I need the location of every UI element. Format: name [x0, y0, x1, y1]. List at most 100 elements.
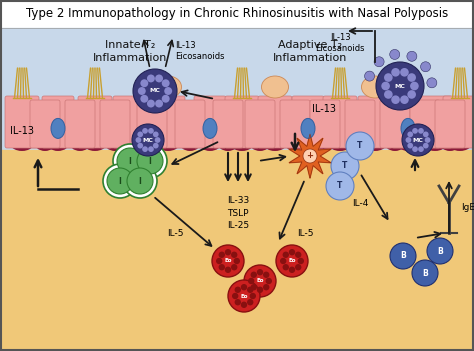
FancyBboxPatch shape — [65, 100, 95, 148]
Bar — [0, 0, 474, 28]
Circle shape — [133, 69, 177, 113]
Ellipse shape — [117, 133, 143, 151]
Circle shape — [228, 280, 260, 312]
FancyBboxPatch shape — [258, 96, 292, 148]
Text: B: B — [400, 252, 406, 260]
Circle shape — [406, 137, 411, 143]
FancyBboxPatch shape — [418, 96, 452, 148]
Ellipse shape — [439, 133, 461, 151]
Circle shape — [423, 143, 428, 148]
Circle shape — [257, 269, 263, 276]
Circle shape — [400, 95, 409, 104]
Ellipse shape — [179, 133, 201, 151]
Circle shape — [407, 51, 417, 61]
Circle shape — [133, 144, 167, 178]
FancyBboxPatch shape — [410, 100, 440, 148]
Text: I: I — [118, 177, 121, 185]
Circle shape — [283, 264, 289, 270]
Circle shape — [407, 90, 416, 99]
Circle shape — [384, 90, 392, 99]
Ellipse shape — [82, 133, 108, 151]
Ellipse shape — [362, 76, 389, 98]
FancyBboxPatch shape — [137, 100, 167, 148]
Text: IL-13
Eicosanoids: IL-13 Eicosanoids — [175, 41, 225, 61]
Circle shape — [265, 278, 272, 284]
Circle shape — [137, 148, 163, 174]
Ellipse shape — [217, 133, 239, 151]
Circle shape — [381, 82, 390, 90]
FancyBboxPatch shape — [435, 100, 465, 148]
Text: Inflammation: Inflammation — [273, 53, 347, 63]
Circle shape — [219, 264, 225, 270]
Circle shape — [410, 82, 419, 90]
Text: IL-5: IL-5 — [297, 229, 313, 238]
Ellipse shape — [104, 133, 126, 151]
Ellipse shape — [262, 133, 288, 151]
Circle shape — [164, 87, 172, 95]
Ellipse shape — [9, 133, 35, 151]
Text: IL-13: IL-13 — [312, 104, 336, 114]
Text: IgE: IgE — [461, 204, 474, 212]
Ellipse shape — [301, 118, 315, 138]
Circle shape — [390, 243, 416, 269]
Ellipse shape — [401, 118, 415, 138]
Circle shape — [153, 132, 159, 137]
Circle shape — [212, 245, 244, 277]
Circle shape — [142, 128, 148, 134]
Text: MC: MC — [150, 88, 160, 93]
Circle shape — [283, 252, 289, 258]
Circle shape — [127, 168, 153, 194]
Circle shape — [402, 124, 434, 156]
Circle shape — [384, 73, 392, 82]
Text: Eo: Eo — [288, 258, 296, 264]
Circle shape — [137, 132, 143, 137]
Text: IL-13: IL-13 — [10, 126, 34, 136]
Text: IL-13
Eicosanoids: IL-13 Eicosanoids — [315, 33, 365, 53]
Ellipse shape — [396, 133, 420, 151]
Circle shape — [219, 252, 225, 258]
Circle shape — [247, 299, 254, 305]
Text: MC: MC — [412, 138, 423, 143]
Circle shape — [276, 245, 308, 277]
Circle shape — [251, 272, 257, 278]
Circle shape — [407, 132, 413, 137]
Circle shape — [400, 68, 409, 77]
Circle shape — [136, 137, 141, 143]
Text: Type 2 Immunopathology in Chronic Rhinosinusitis with Nasal Polyposis: Type 2 Immunopathology in Chronic Rhinos… — [26, 7, 448, 20]
Circle shape — [263, 284, 269, 290]
Circle shape — [280, 258, 286, 264]
Circle shape — [107, 168, 133, 194]
FancyBboxPatch shape — [292, 96, 324, 148]
Circle shape — [420, 62, 430, 72]
Text: IL-4: IL-4 — [352, 199, 368, 207]
Circle shape — [289, 267, 295, 273]
Circle shape — [225, 267, 231, 273]
Ellipse shape — [284, 133, 306, 151]
Ellipse shape — [362, 133, 388, 151]
Text: Eo: Eo — [256, 278, 264, 284]
Circle shape — [162, 79, 170, 87]
FancyBboxPatch shape — [30, 100, 60, 148]
Circle shape — [376, 62, 424, 110]
Ellipse shape — [51, 118, 65, 138]
Text: I: I — [138, 177, 141, 185]
FancyBboxPatch shape — [113, 96, 147, 148]
Circle shape — [407, 73, 416, 82]
Circle shape — [331, 152, 359, 180]
Circle shape — [295, 264, 301, 270]
FancyBboxPatch shape — [443, 96, 474, 148]
Circle shape — [251, 284, 257, 290]
Ellipse shape — [249, 133, 271, 151]
Circle shape — [390, 49, 400, 59]
FancyBboxPatch shape — [245, 100, 275, 148]
Text: Eo: Eo — [224, 258, 232, 264]
Circle shape — [137, 143, 143, 148]
Text: B: B — [437, 246, 443, 256]
Circle shape — [231, 252, 237, 258]
Circle shape — [418, 128, 424, 134]
Circle shape — [140, 95, 148, 103]
Circle shape — [147, 100, 155, 107]
Text: Innate T₂: Innate T₂ — [105, 40, 155, 50]
Circle shape — [234, 258, 240, 264]
Ellipse shape — [69, 133, 91, 151]
